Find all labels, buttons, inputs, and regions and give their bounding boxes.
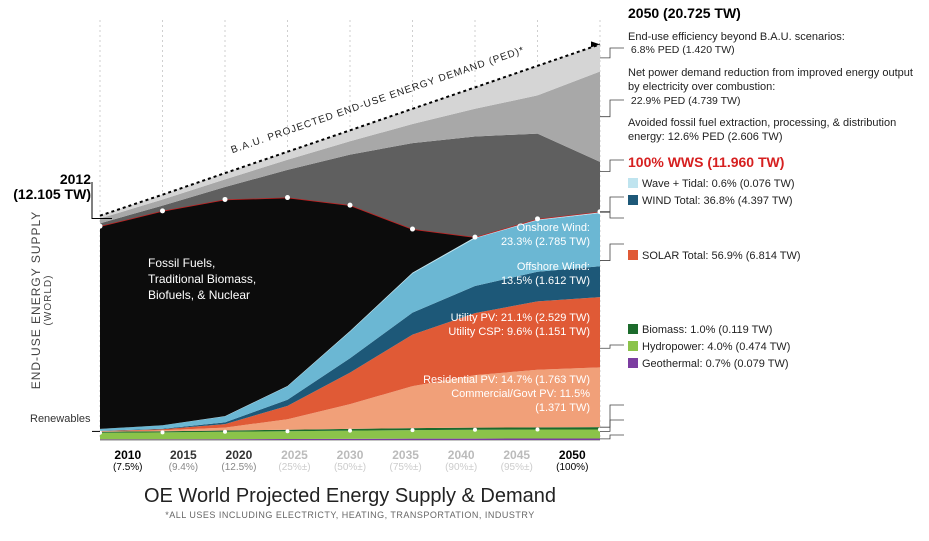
legend-swatch: [628, 358, 638, 368]
legend-swatch: [628, 195, 638, 205]
wedge-legend-item: Avoided fossil fuel extraction, processi…: [628, 116, 923, 145]
x-tick: 2035(75%±): [378, 448, 434, 473]
title-block: OE World Projected Energy Supply & Deman…: [100, 485, 600, 520]
wws-legend-item: WIND Total: 36.8% (4.397 TW): [628, 194, 923, 208]
x-tick: 2020(12.5%): [211, 448, 267, 473]
y-axis-label: END-USE ENERGY SUPPLY (WORLD): [29, 211, 55, 390]
right-legend: End-use efficiency beyond B.A.U. scenari…: [628, 30, 923, 375]
wws-legend-item: SOLAR Total: 56.9% (6.814 TW): [628, 249, 923, 263]
x-tick: 2050(100%): [545, 448, 601, 473]
x-tick: 2015(9.4%): [156, 448, 212, 473]
chart-title: OE World Projected Energy Supply & Deman…: [100, 485, 600, 508]
wedge-legend-item: Net power demand reduction from improved…: [628, 66, 923, 108]
legend-swatch: [628, 250, 638, 260]
x-axis: 2010(7.5%)2015(9.4%)2020(12.5%)2025(25%±…: [100, 448, 600, 473]
x-tick: 2025(25%±): [267, 448, 323, 473]
x-tick: 2010(7.5%): [100, 448, 156, 473]
label-2012: 2012 (12.105 TW): [13, 172, 91, 203]
renewables-pointer-label: Renewables: [30, 413, 91, 425]
res-com-solar-label: Residential PV: 14.7% (1.763 TW) Commerc…: [420, 374, 590, 415]
utility-solar-label: Utility PV: 21.1% (2.529 TW) Utility CSP…: [420, 312, 590, 340]
legend-swatch: [628, 341, 638, 351]
y-axis-label-sub: (WORLD): [43, 211, 55, 390]
wedge-legend-item: End-use efficiency beyond B.A.U. scenari…: [628, 30, 923, 58]
legend-swatch: [628, 324, 638, 334]
x-tick: 2030(50%±): [322, 448, 378, 473]
wws-legend-item: Biomass: 1.0% (0.119 TW): [628, 323, 923, 337]
onshore-wind-label: Onshore Wind: 23.3% (2.785 TW): [420, 222, 590, 250]
x-tick: 2045(95%±): [489, 448, 545, 473]
y-axis-label-main: END-USE ENERGY SUPPLY: [29, 211, 43, 390]
x-tick: 2040(90%±): [433, 448, 489, 473]
wws-legend-item: Wave + Tidal: 0.6% (0.076 TW): [628, 177, 923, 191]
label-2050: 2050 (20.725 TW): [628, 5, 741, 21]
wws-header: 100% WWS (11.960 TW): [628, 153, 923, 171]
wws-legend-item: Hydropower: 4.0% (0.474 TW): [628, 340, 923, 354]
fossil-fuels-label: Fossil Fuels, Traditional Biomass, Biofu…: [148, 255, 256, 304]
legend-swatch: [628, 178, 638, 188]
chart-container: END-USE ENERGY SUPPLY (WORLD) Renewables…: [0, 0, 929, 541]
offshore-wind-label: Offshore Wind: 13.5% (1.612 TW): [420, 261, 590, 289]
wws-legend-item: Geothermal: 0.7% (0.079 TW): [628, 357, 923, 371]
chart-subtitle: *ALL USES INCLUDING ELECTRICTY, HEATING,…: [100, 510, 600, 520]
